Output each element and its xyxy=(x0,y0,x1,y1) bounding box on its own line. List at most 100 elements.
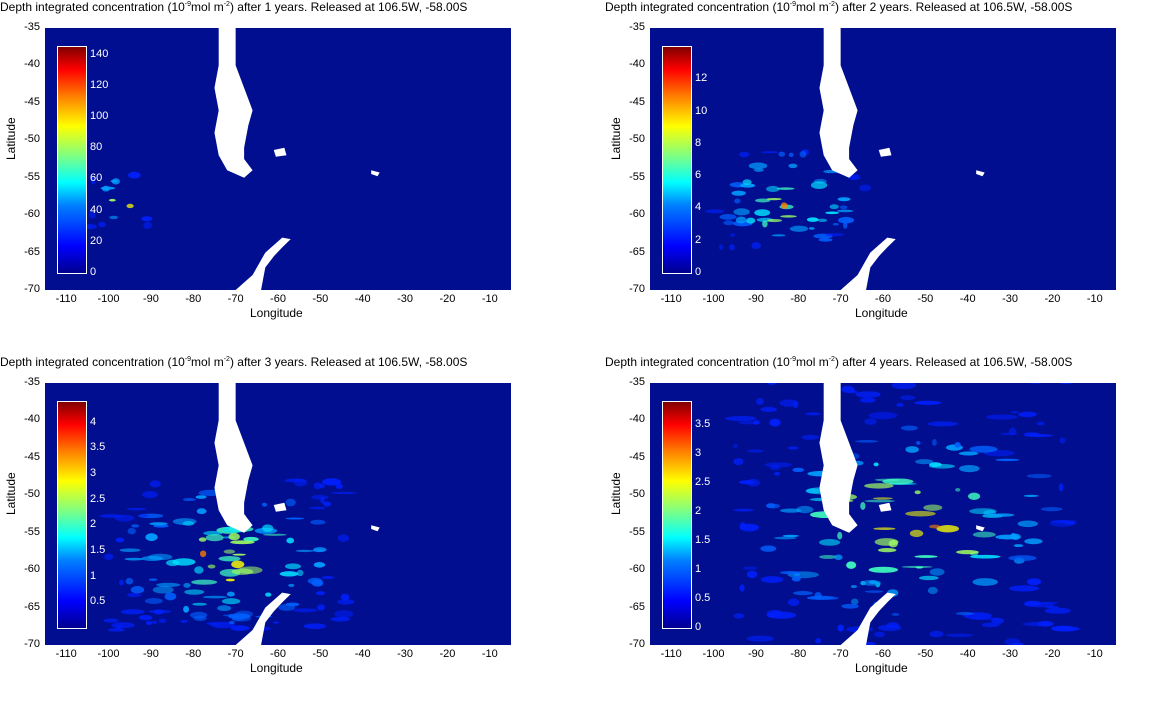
plume-blob xyxy=(229,620,235,625)
plume-blob xyxy=(286,537,295,544)
plume-blob xyxy=(234,610,253,618)
plume-blob xyxy=(218,555,241,562)
plume-blob xyxy=(232,553,246,556)
plume-blob xyxy=(753,420,760,425)
title-part: -2 xyxy=(828,356,835,363)
plume-blob xyxy=(914,555,938,558)
plume-blob xyxy=(126,507,147,511)
colorbar-tick: 4 xyxy=(90,415,97,428)
plume-blob xyxy=(1044,607,1071,614)
plume-blob xyxy=(149,522,168,526)
plume-blob xyxy=(787,598,800,607)
x-tick-label: -40 xyxy=(354,293,371,305)
land-antarctic-peninsula xyxy=(840,237,896,290)
plume-blob xyxy=(725,415,757,422)
plume-blob xyxy=(141,216,153,222)
y-tick-label: -65 xyxy=(24,245,40,258)
plume-blob xyxy=(927,421,959,427)
land-antarctic-peninsula xyxy=(235,592,291,645)
plume-blob xyxy=(868,580,878,585)
plume-blob xyxy=(760,545,777,552)
plume-blob xyxy=(334,610,354,618)
plume-blob xyxy=(848,175,858,180)
plume-blob xyxy=(766,609,783,618)
x-tick-label: -70 xyxy=(227,648,244,660)
plume-blob xyxy=(753,168,764,172)
plume-blob xyxy=(729,244,735,251)
plume-blob xyxy=(202,595,228,599)
plume-blob xyxy=(109,198,116,202)
colorbar-tick: 20 xyxy=(90,234,103,247)
x-tick-label: -50 xyxy=(917,293,934,305)
plume-blob xyxy=(841,385,855,394)
plume-blob xyxy=(1040,507,1063,512)
colorbar-tick: 120 xyxy=(90,78,109,91)
plume-blob xyxy=(195,495,207,499)
plume-blob xyxy=(1026,473,1052,479)
plume-blob xyxy=(223,549,236,554)
plume-blob xyxy=(914,400,942,405)
plume-blob xyxy=(309,506,326,510)
plume-blob xyxy=(873,631,886,638)
y-tick-label: -50 xyxy=(24,133,40,146)
y-axis-label: Latitude xyxy=(4,117,18,160)
plume-blob xyxy=(782,534,799,538)
plume-blob xyxy=(905,510,936,517)
plume-blob xyxy=(1051,625,1076,632)
plume-blob xyxy=(340,593,350,601)
plume-blob xyxy=(90,176,96,185)
plume-blob xyxy=(1018,411,1037,418)
colorbar-tick: 140 xyxy=(90,47,109,60)
plume-blob xyxy=(719,213,737,220)
plume-blob xyxy=(1013,544,1024,548)
plume-blob xyxy=(119,579,124,586)
plume-blob xyxy=(103,618,119,623)
plume-blob xyxy=(791,576,801,582)
y-tick-label: -35 xyxy=(629,376,645,388)
plume-blob xyxy=(723,220,734,226)
plume-blob xyxy=(915,441,921,445)
plume-blob xyxy=(1008,427,1017,436)
x-tick-label: -30 xyxy=(1002,648,1019,660)
plume-blob xyxy=(819,554,838,559)
plume-blob xyxy=(859,184,872,192)
y-tick-label: -55 xyxy=(24,525,40,538)
plume-blob xyxy=(739,183,756,188)
plume-blob xyxy=(746,478,761,487)
x-axis-label: Longitude xyxy=(855,306,908,320)
plume-blob xyxy=(143,221,152,230)
heatmap-plot-area xyxy=(45,28,511,290)
title-part: mol m xyxy=(796,0,829,14)
plume-blob xyxy=(864,418,877,425)
plume-blob xyxy=(125,577,134,585)
plume-blob xyxy=(780,202,788,209)
plume-blob xyxy=(796,505,814,514)
colorbar: 0.5 1 1.5 2 2.5 3 3.5 4 xyxy=(57,401,105,629)
plume-blob xyxy=(780,215,797,218)
plume-blob xyxy=(760,576,784,583)
plume-blob xyxy=(273,621,280,624)
y-axis-label: Latitude xyxy=(609,117,623,160)
plume-blob xyxy=(315,591,326,596)
plume-blob xyxy=(769,418,781,427)
plume-blob xyxy=(734,198,741,204)
plume-blob xyxy=(126,203,134,209)
plume-blob xyxy=(191,579,218,585)
plume-blob xyxy=(923,504,943,511)
plume-blob xyxy=(303,623,327,630)
plume-blob xyxy=(891,612,900,616)
title-part: mol m xyxy=(191,0,224,14)
x-tick-label: -70 xyxy=(832,648,849,660)
chart-title: Depth integrated concentration (10-9mol … xyxy=(0,355,467,369)
y-tick-label: -40 xyxy=(629,58,645,71)
plume-blob xyxy=(226,591,235,597)
plume-blob xyxy=(284,563,301,570)
plume-blob xyxy=(836,209,854,213)
title-part: mol m xyxy=(191,355,224,369)
plume-blob xyxy=(1004,638,1021,645)
plume-blob xyxy=(230,540,255,545)
plume-blob xyxy=(182,521,195,526)
x-tick-label: -60 xyxy=(875,293,891,305)
plume-blob xyxy=(837,197,851,202)
plume-blob xyxy=(868,566,899,573)
